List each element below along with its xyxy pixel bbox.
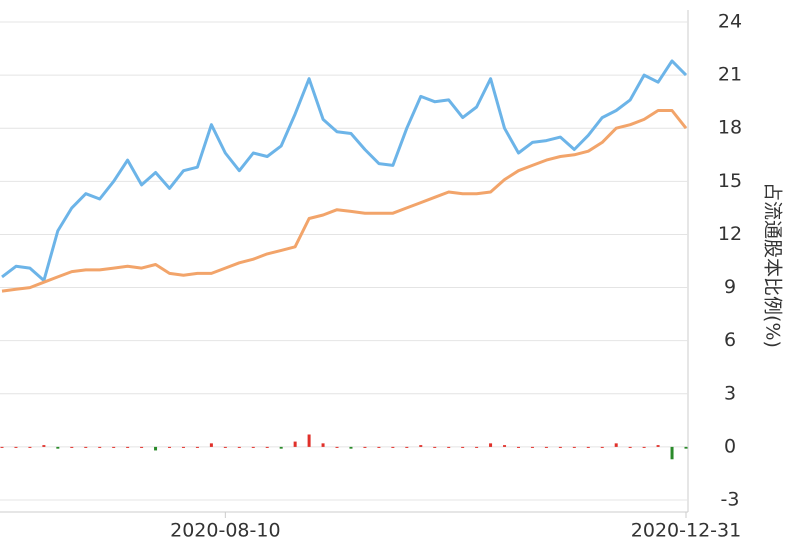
bar (530, 446, 534, 448)
bar (489, 443, 493, 447)
y-tick-label: 21 (718, 64, 742, 86)
line-series (1, 59, 688, 282)
y-tick-label: 18 (718, 117, 742, 139)
bar (251, 446, 255, 448)
bar (544, 446, 548, 448)
y-tick-label: 12 (718, 223, 742, 245)
bar (98, 446, 102, 448)
x-tick-label: 2020-08-10 (170, 520, 280, 542)
bar (112, 446, 116, 448)
bar (656, 445, 660, 447)
y-tick-label: 0 (724, 435, 736, 457)
bar (321, 443, 325, 447)
bar (265, 446, 269, 448)
bar (70, 446, 74, 448)
bar (307, 434, 311, 447)
bar (14, 446, 18, 448)
y-tick-label: 15 (718, 170, 742, 192)
bar (181, 446, 185, 448)
bar (237, 446, 241, 448)
bar (572, 446, 576, 448)
y-tick-label: -3 (721, 489, 740, 511)
y-tick-label: 3 (724, 382, 736, 404)
bar (670, 446, 674, 460)
bar (614, 443, 618, 447)
bar (600, 446, 604, 448)
bar (377, 446, 381, 448)
bar (168, 446, 172, 448)
bar (349, 446, 353, 449)
bar (195, 446, 199, 448)
y-axis-label: 占流通股本比例(%) (762, 182, 784, 348)
bar (223, 446, 227, 448)
bar (433, 446, 437, 448)
y-tick-label: 6 (724, 329, 736, 351)
bar (140, 446, 144, 448)
bar (0, 446, 4, 448)
bar (405, 446, 409, 448)
bar (447, 446, 451, 448)
y-tick-label: 9 (724, 276, 736, 298)
bar (56, 446, 60, 449)
bar (558, 446, 562, 448)
bar (642, 446, 646, 448)
bar (503, 445, 507, 447)
bar (391, 446, 395, 448)
bar (684, 446, 688, 449)
bar (279, 446, 283, 449)
line-series (1, 109, 688, 293)
bar (126, 446, 130, 448)
y-tick-label: 24 (718, 11, 742, 33)
bar (335, 446, 339, 448)
bar (209, 443, 213, 447)
bar (363, 446, 367, 448)
bar (293, 441, 297, 447)
bar (84, 446, 88, 448)
bar (42, 445, 46, 447)
bar (475, 446, 479, 448)
bar (516, 446, 520, 448)
bar (28, 446, 32, 448)
bar (461, 446, 465, 448)
bar (154, 446, 158, 451)
bar (628, 446, 632, 448)
bar (586, 446, 590, 448)
x-tick-label: 2020-12-31 (631, 520, 741, 542)
bar (419, 445, 423, 447)
